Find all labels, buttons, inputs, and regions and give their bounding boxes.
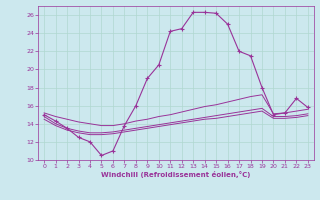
X-axis label: Windchill (Refroidissement éolien,°C): Windchill (Refroidissement éolien,°C) xyxy=(101,171,251,178)
